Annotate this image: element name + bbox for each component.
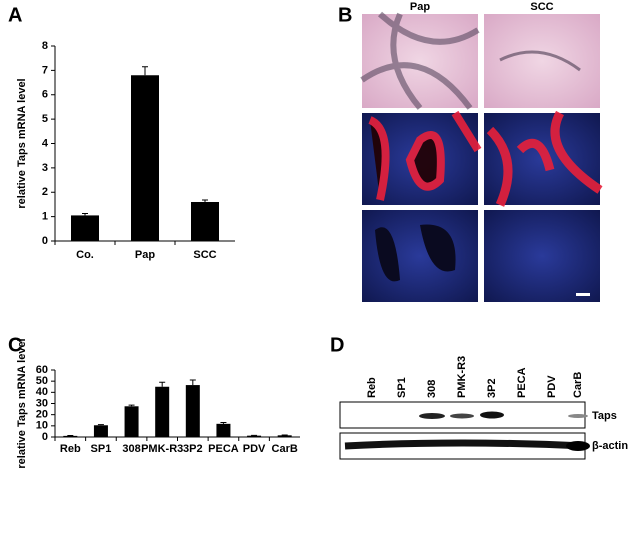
panel-label: A [8,4,22,26]
bar [93,425,108,437]
x-tick-label: Pap [135,249,155,261]
y-axis-title: relative Taps mRNA level [16,78,28,208]
lane-label: SP1 [396,377,408,398]
micrograph-grid [360,11,603,302]
bar [216,423,231,437]
x-tick-label: 3P2 [183,443,203,455]
panel-label: D [330,334,344,356]
x-tick-label: PDV [243,443,266,455]
error-bar [82,212,88,216]
error-bar [202,199,208,202]
x-tick-label: Co. [76,249,94,261]
bar [185,385,200,437]
y-tick-label: 10 [36,420,48,432]
y-tick-label: 4 [42,137,49,149]
blot-row-label: Taps [592,410,617,422]
y-tick-label: 6 [42,89,48,101]
panel-label: B [338,4,352,26]
x-tick-label: CarB [272,443,298,455]
blot [339,401,590,460]
lane-label: PDV [546,375,558,398]
lane-label: PECA [516,367,528,398]
y-tick-label: 40 [36,386,48,398]
x-tick-label: PECA [208,443,239,455]
blot-row-label: β-actin [592,440,628,452]
bar [191,202,219,241]
bar [155,386,170,437]
error-bar [159,381,166,387]
bar [124,406,139,437]
lane-label: CarB [572,372,584,398]
x-tick-label: SP1 [91,443,112,455]
column-label: SCC [530,1,553,13]
error-bar [142,66,148,76]
y-tick-label: 0 [42,431,48,443]
lane-label: 3P2 [486,378,498,398]
y-tick-label: 8 [42,40,48,52]
bar [131,75,159,241]
x-tick-label: SCC [193,249,216,261]
lane-label: 308 [426,380,438,398]
panel-label: C [8,334,22,356]
y-axis-title: relative Taps mRNA level [16,338,28,468]
error-bar [220,421,227,424]
y-tick-label: 0 [42,235,48,247]
x-tick-label: Reb [60,443,81,455]
column-label: Pap [410,1,430,13]
bar [247,435,262,437]
y-tick-label: 50 [36,375,48,387]
bar [63,435,78,437]
y-tick-label: 1 [42,211,48,223]
x-tick-label: 308 [122,443,140,455]
y-tick-label: 2 [42,186,48,198]
lane-label: Reb [366,377,378,398]
y-tick-label: 60 [36,364,48,376]
y-tick-label: 30 [36,397,48,409]
y-tick-label: 20 [36,409,48,421]
lane-label: PMK-R3 [456,356,468,398]
error-bar [189,379,196,386]
bar [277,435,292,437]
y-tick-label: 7 [42,64,48,76]
x-tick-label: PMK-R3 [141,443,183,455]
bar [71,215,99,241]
error-bar [128,404,135,407]
y-tick-label: 5 [42,113,48,125]
error-bar [97,424,104,426]
y-tick-label: 3 [42,162,48,174]
